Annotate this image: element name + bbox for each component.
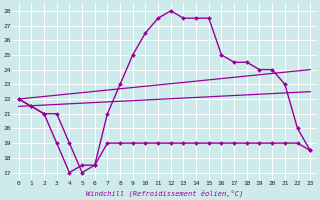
X-axis label: Windchill (Refroidissement éolien,°C): Windchill (Refroidissement éolien,°C) <box>86 189 243 197</box>
